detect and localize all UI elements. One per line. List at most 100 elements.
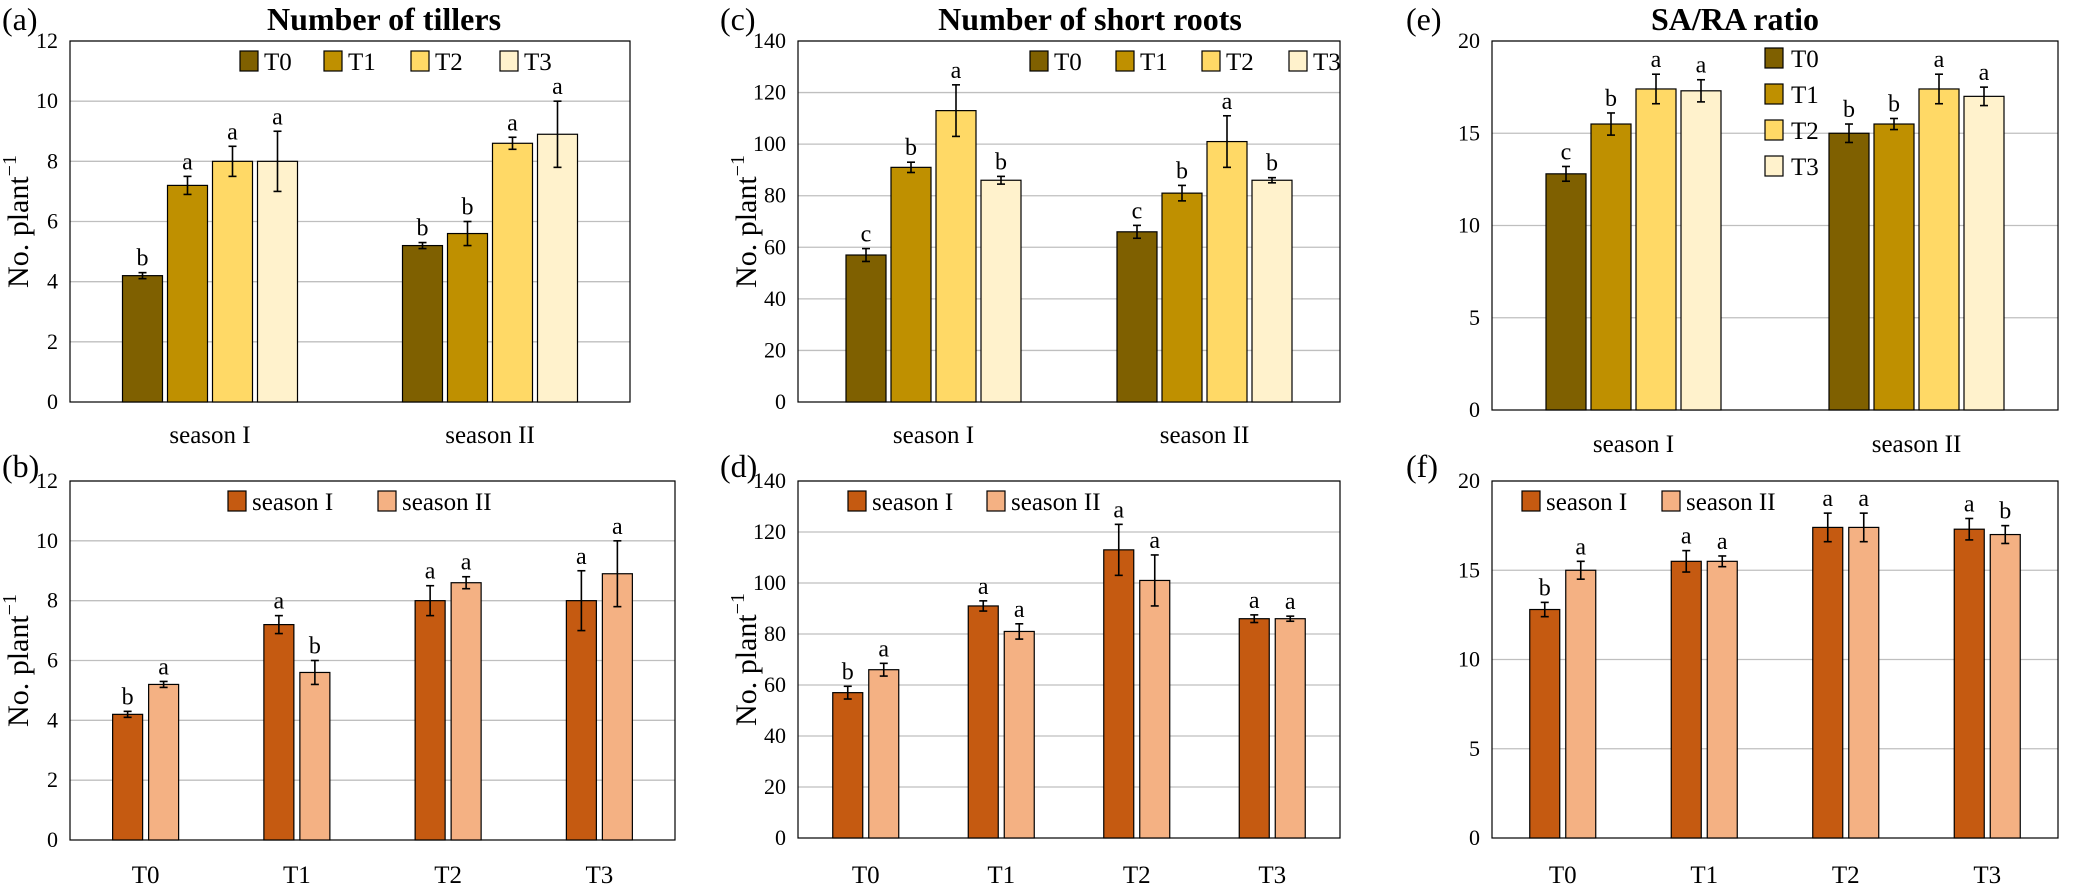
- significance-letter: a: [1717, 529, 1728, 555]
- plot-frame: [69, 40, 631, 403]
- x-tick-label: T2: [434, 862, 462, 889]
- legend-swatch: [377, 490, 397, 512]
- bar: [832, 692, 864, 839]
- x-tick-label: T1: [987, 862, 1015, 889]
- y-axis-label-text: No. plant: [2, 615, 35, 727]
- significance-letter: a: [978, 574, 989, 600]
- y-tick-label: 4: [47, 269, 58, 294]
- x-tick-label: T0: [132, 862, 160, 889]
- legend-label: T3: [524, 49, 552, 76]
- chart-panel-a: (a) Number of tillers 0 2 4 6 8 10 12 No. plant−1…: [0, 1, 631, 449]
- y-tick-label: 4: [47, 707, 58, 732]
- bar: [1989, 533, 2021, 839]
- significance-letter: a: [425, 559, 436, 585]
- x-tick-label: T0: [852, 862, 880, 889]
- legend-label: T3: [1791, 154, 1819, 181]
- legend-label: T0: [1054, 49, 1082, 76]
- significance-letter: b: [309, 634, 321, 660]
- y-axis-label-superscript: −1: [0, 155, 21, 176]
- legend: T0 T1 T2 T3: [1764, 46, 1819, 181]
- x-tick-label: T1: [1690, 862, 1718, 889]
- x-tick-label: season I: [893, 422, 974, 449]
- x-tick-label: season I: [1593, 431, 1674, 458]
- legend-label: T1: [1140, 49, 1168, 76]
- legend-label: T2: [1791, 118, 1819, 145]
- significance-letter: a: [576, 544, 587, 570]
- plot-frame: [1491, 40, 2059, 411]
- chart-panel-c: (c) Number of short roots 0 20 40 60 80 100 120 1…: [720, 1, 1341, 449]
- y-tick-label: 20: [764, 337, 786, 362]
- y-tick-label: 20: [764, 774, 786, 799]
- panel-label: (d): [720, 448, 757, 484]
- significance-letter: a: [227, 119, 238, 145]
- y-tick-label: 8: [47, 148, 58, 173]
- bar: [980, 179, 1022, 403]
- legend-label: season I: [1546, 489, 1627, 516]
- y-tick-label: 60: [764, 234, 786, 259]
- bar: [1529, 608, 1561, 839]
- legend-swatch: [1201, 50, 1221, 72]
- bar: [1003, 630, 1035, 839]
- legend: season I season II: [847, 489, 1101, 516]
- legend: T0 T1 T2 T3: [239, 49, 552, 76]
- bar: [1963, 95, 2005, 411]
- bar: [1161, 192, 1203, 403]
- y-tick-label: 20: [1458, 468, 1480, 493]
- y-tick-label: 0: [775, 825, 786, 850]
- panel-label: (b): [2, 448, 39, 484]
- y-tick-label: 140: [753, 28, 786, 53]
- y-axis-label-superscript: −1: [727, 593, 749, 614]
- plot-frame: [1491, 480, 2059, 839]
- significance-letter: a: [272, 104, 283, 130]
- bar: [299, 671, 331, 841]
- significance-letter: a: [1249, 588, 1260, 614]
- bar: [868, 669, 900, 839]
- y-tick-label: 0: [47, 827, 58, 852]
- y-tick-label: 6: [47, 648, 58, 673]
- legend-label: season I: [252, 489, 333, 516]
- y-tick-label: 60: [764, 672, 786, 697]
- significance-letter: a: [461, 550, 472, 576]
- legend-swatch: [1521, 490, 1541, 512]
- legend-swatch: [1661, 490, 1681, 512]
- bar: [211, 160, 254, 403]
- legend-swatch: [847, 490, 867, 512]
- significance-letter: a: [182, 149, 193, 175]
- legend-swatch: [1764, 47, 1784, 69]
- significance-letter: b: [842, 659, 854, 685]
- y-tick-label: 120: [753, 519, 786, 544]
- bar: [1635, 88, 1677, 411]
- bar: [1680, 90, 1722, 411]
- bar: [256, 160, 299, 403]
- y-tick-label: 8: [47, 588, 58, 613]
- legend-label: T1: [348, 49, 376, 76]
- significance-letter: b: [1266, 151, 1278, 177]
- y-tick-label: 100: [753, 570, 786, 595]
- legend-label: T2: [435, 49, 463, 76]
- legend-swatch: [499, 50, 519, 72]
- y-axis-label-text: No. plant: [730, 614, 763, 726]
- bar: [121, 275, 164, 403]
- y-tick-label: 0: [1469, 825, 1480, 850]
- significance-letter: b: [417, 216, 429, 242]
- chart-title: SA/RA ratio: [1651, 1, 1819, 37]
- legend-label: season II: [1686, 489, 1776, 516]
- significance-letter: b: [137, 246, 149, 272]
- y-axis-label: No. plant−1: [727, 593, 763, 726]
- y-axis-label: No. plant−1: [0, 594, 35, 727]
- significance-letter: a: [507, 110, 518, 136]
- y-tick-label: 40: [764, 723, 786, 748]
- y-axis-label-superscript: −1: [727, 155, 749, 176]
- x-tick-label: T2: [1832, 862, 1860, 889]
- significance-letter: a: [1149, 528, 1160, 554]
- bar: [1812, 526, 1844, 839]
- y-tick-label: 10: [36, 528, 58, 553]
- legend: season I season II: [1521, 489, 1776, 516]
- significance-letter: a: [612, 514, 623, 540]
- legend-swatch: [1115, 50, 1135, 72]
- legend-label: season II: [1011, 489, 1101, 516]
- plot-frame: [797, 40, 1341, 403]
